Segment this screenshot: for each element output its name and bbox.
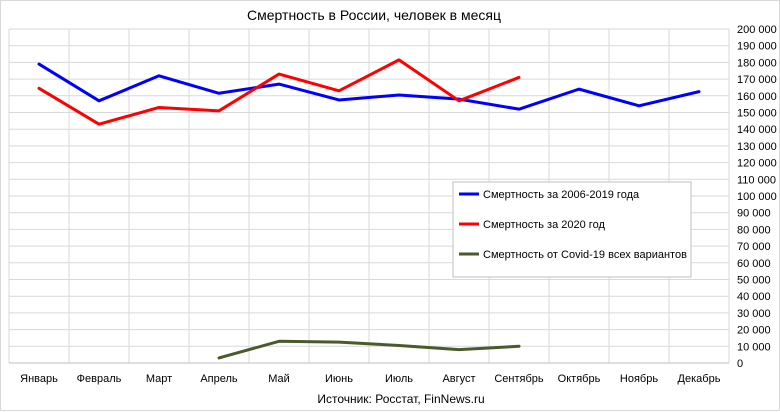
legend-label: Смертность за 2020 год	[483, 219, 605, 231]
x-tick-label: Сентябрь	[494, 373, 544, 385]
y-tick-label: 170 000	[737, 74, 777, 86]
y-tick-label: 10 000	[737, 341, 771, 353]
y-axis-ticks: 0 10 000 20 000 30 000 40 000 50 000 60 000 70 …	[737, 24, 777, 370]
series-line-1	[37, 62, 701, 111]
y-tick-label: 200 000	[737, 24, 777, 36]
y-tick-label: 140 000	[737, 124, 777, 136]
source-note: Источник: Росстат, FinNews.ru	[317, 392, 484, 406]
y-tick-label: 130 000	[737, 141, 777, 153]
y-tick-label: 150 000	[737, 108, 777, 120]
y-tick-label: 0	[737, 358, 743, 370]
chart-title: Смертность в России, человек в месяц	[247, 7, 501, 23]
y-tick-label: 70 000	[737, 241, 771, 253]
legend-label: Смертность от Covid-19 всех вариантов	[483, 249, 687, 261]
x-tick-label: Июнь	[325, 373, 353, 385]
x-tick-label: Март	[146, 373, 172, 385]
series-line-3	[217, 339, 521, 360]
series-lines	[37, 58, 701, 360]
legend: Смертность за 2006-2019 года Смертность з…	[452, 181, 692, 278]
y-tick-label: 80 000	[737, 224, 771, 236]
x-tick-label: Январь	[20, 373, 58, 385]
y-tick-label: 60 000	[737, 258, 771, 270]
y-tick-label: 180 000	[737, 57, 777, 69]
x-tick-label: Декабрь	[678, 373, 721, 385]
x-axis-ticks: Январь Февраль Март Апрель Май Июнь Июль Август…	[20, 373, 721, 385]
y-tick-label: 160 000	[737, 91, 777, 103]
x-tick-label: Ноябрь	[620, 373, 658, 385]
y-tick-label: 40 000	[737, 291, 771, 303]
x-tick-label: Август	[442, 373, 475, 385]
legend-label: Смертность за 2006-2019 года	[483, 189, 640, 201]
x-tick-label: Июль	[385, 373, 413, 385]
x-tick-label: Октябрь	[558, 373, 601, 385]
y-tick-label: 20 000	[737, 325, 771, 337]
y-tick-label: 120 000	[737, 158, 777, 170]
x-tick-label: Май	[268, 373, 290, 385]
y-tick-label: 190 000	[737, 41, 777, 53]
legend-box	[452, 181, 692, 278]
y-tick-label: 90 000	[737, 208, 771, 220]
y-tick-label: 100 000	[737, 191, 777, 203]
y-tick-label: 110 000	[737, 174, 776, 186]
grid	[8, 28, 730, 364]
x-tick-label: Апрель	[200, 373, 238, 385]
y-tick-label: 30 000	[737, 308, 771, 320]
x-tick-label: Февраль	[77, 373, 122, 385]
series-line-2	[37, 58, 521, 126]
y-tick-label: 50 000	[737, 275, 771, 287]
